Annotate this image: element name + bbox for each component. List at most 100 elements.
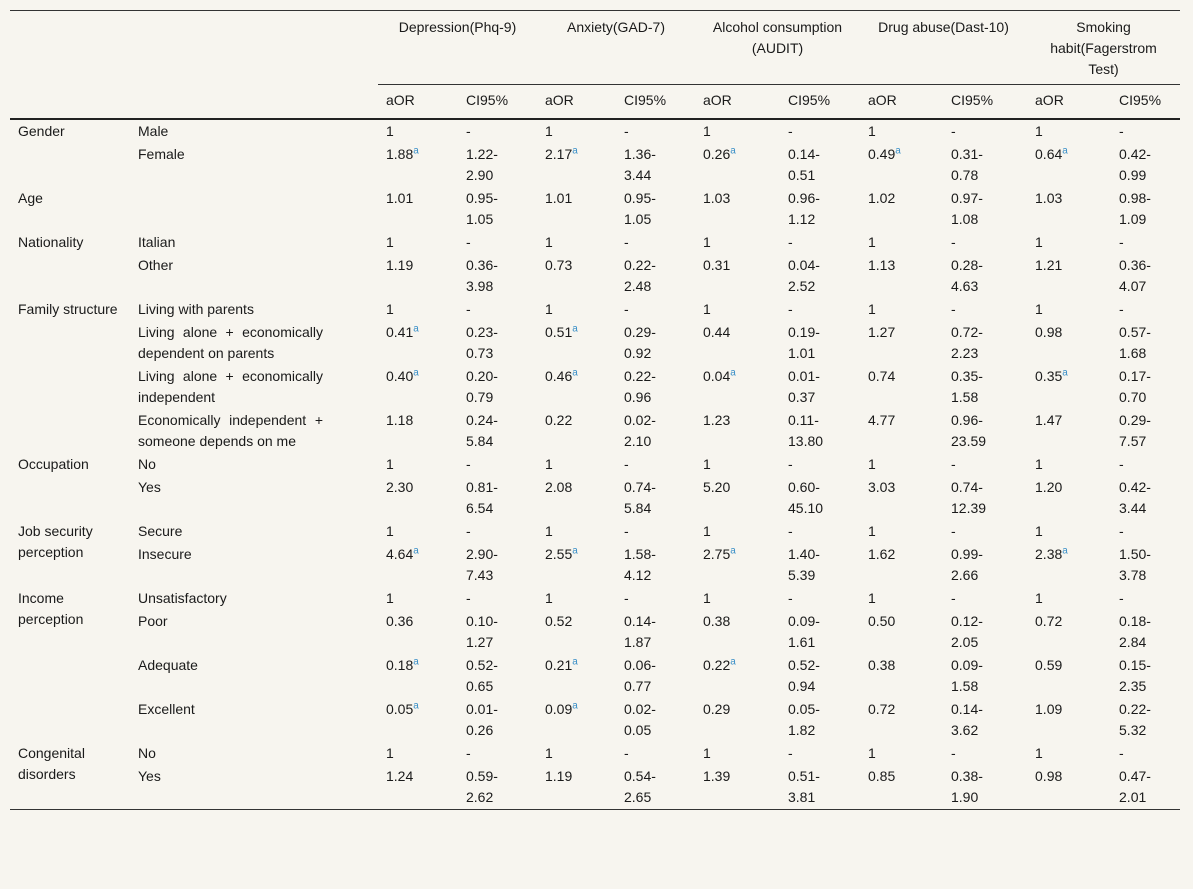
column-subheader: aOR: [860, 84, 943, 120]
significance-note: a: [730, 145, 736, 157]
table-row: Job security perception Secure 1 - 1 - 1 - 1 - 1 -: [10, 520, 1180, 560]
row-label-cell: Italian: [130, 231, 378, 254]
value-cell: 0.22: [537, 409, 616, 453]
confidence-interval: -: [788, 123, 793, 139]
value: 1.27: [868, 324, 896, 340]
value-cell: 1: [695, 298, 780, 321]
row-label: No: [138, 745, 156, 761]
confidence-interval: -: [788, 523, 793, 539]
value-cell: 1.22-2.90: [458, 143, 537, 187]
row-group: Job security perception: [18, 523, 93, 560]
confidence-interval: 1.50-3.78: [1119, 546, 1151, 583]
significance-note: a: [730, 545, 736, 557]
value: 1.01: [386, 190, 414, 206]
confidence-interval: -: [466, 234, 471, 250]
value: 0.50: [868, 613, 896, 629]
confidence-interval: 0.22-2.48: [624, 257, 656, 294]
subheader-row: aOR CI95% aOR CI95% aOR CI95% aOR CI95% aOR CI95%: [10, 84, 1181, 120]
significance-note: a: [413, 145, 419, 157]
confidence-interval: -: [624, 123, 629, 139]
value: 1: [1035, 301, 1043, 317]
value: 0.51: [545, 324, 573, 340]
row-label: Yes: [138, 479, 161, 495]
value-cell: 1.50-3.78: [1111, 543, 1180, 587]
confidence-interval: 0.81-6.54: [466, 479, 498, 516]
confidence-interval: 0.52-0.65: [466, 657, 498, 694]
value-cell: 1: [695, 520, 780, 543]
value-cell: -: [616, 587, 695, 610]
table-row: Nationality Italian 1 - 1 - 1 - 1 - 1 -: [10, 231, 1180, 254]
confidence-interval: 0.74-5.84: [624, 479, 656, 516]
confidence-interval: 1.40-5.39: [788, 546, 820, 583]
value-cell: 0.40a: [378, 365, 458, 409]
value: 0.31: [703, 257, 731, 273]
value-cell: 1: [537, 520, 616, 543]
value-cell: 0.29-0.92: [616, 321, 695, 365]
value-cell: 1: [378, 742, 458, 765]
row-label-cell: Adequate: [130, 654, 378, 698]
significance-note: a: [1062, 145, 1068, 157]
value-cell: 1.24: [378, 765, 458, 810]
confidence-interval: 1.22-2.90: [466, 146, 498, 183]
row-label: Excellent: [138, 701, 195, 717]
value: 1: [1035, 234, 1043, 250]
value: 1: [545, 123, 553, 139]
table-row: Female 1.88a 1.22-2.90 2.17a 1.36-3.44 0.26a 0…: [10, 143, 1180, 187]
value-cell: 0.72-2.23: [943, 321, 1027, 365]
table-row: Yes 1.24 0.59-2.62 1.19 0.54-2.65 1.39 0.51-3.…: [10, 765, 1180, 810]
row-group: Nationality: [18, 234, 84, 250]
value: 1.09: [1035, 701, 1063, 717]
value-cell: -: [1111, 119, 1180, 143]
value: 0.73: [545, 257, 573, 273]
value-cell: 1.62: [860, 543, 943, 587]
value-cell: 0.15-2.35: [1111, 654, 1180, 698]
value-cell: 1.01: [537, 187, 616, 231]
value-cell: 0.22-5.32: [1111, 698, 1180, 742]
value: 1: [545, 301, 553, 317]
confidence-interval: 0.54-2.65: [624, 768, 656, 805]
value-cell: 0.41a: [378, 321, 458, 365]
confidence-interval: 0.42-0.99: [1119, 146, 1151, 183]
value: 4.64: [386, 546, 414, 562]
value-cell: 1: [1027, 119, 1111, 143]
value-cell: 2.17a: [537, 143, 616, 187]
row-label: Female: [138, 146, 185, 162]
value: 0.98: [1035, 324, 1063, 340]
significance-note: a: [730, 656, 736, 668]
confidence-interval: -: [788, 590, 793, 606]
value-cell: 0.19-1.01: [780, 321, 860, 365]
value-cell: 0.52-0.65: [458, 654, 537, 698]
value-cell: 0.38: [695, 610, 780, 654]
table-row: Family structure Living with parents 1 - 1 - 1…: [10, 298, 1180, 321]
value-cell: 2.38a: [1027, 543, 1111, 587]
value-cell: -: [943, 231, 1027, 254]
value: 1: [703, 301, 711, 317]
value-cell: 1.40-5.39: [780, 543, 860, 587]
row-label-cell: Insecure: [130, 543, 378, 587]
row-label: Unsatisfactory: [138, 590, 227, 606]
value: 2.08: [545, 479, 573, 495]
value: 1.18: [386, 412, 414, 428]
value-cell: 1: [537, 453, 616, 476]
header-row: Depression(Phq-9) Anxiety(GAD-7) Alcohol c…: [10, 10, 1181, 85]
confidence-interval: -: [624, 745, 629, 761]
confidence-interval: -: [1119, 523, 1124, 539]
value-cell: 0.31-0.78: [943, 143, 1027, 187]
value-cell: 1.19: [537, 765, 616, 810]
row-label: No: [138, 456, 156, 472]
value-cell: 0.10-1.27: [458, 610, 537, 654]
row-label-cell: Unsatisfactory: [130, 587, 378, 610]
confidence-interval: 0.47-2.01: [1119, 768, 1151, 805]
value-cell: 1.01: [378, 187, 458, 231]
value-cell: 1: [1027, 453, 1111, 476]
value-cell: 0.38: [860, 654, 943, 698]
value-cell: 1.18: [378, 409, 458, 453]
value: 1: [703, 234, 711, 250]
value-cell: 1: [695, 742, 780, 765]
value-cell: 1: [537, 298, 616, 321]
confidence-interval: 0.60-45.10: [788, 479, 824, 516]
value-cell: -: [616, 453, 695, 476]
value: 0.85: [868, 768, 896, 784]
table-row: Excellent 0.05a 0.01-0.26 0.09a 0.02-0.05 0.2…: [10, 698, 1180, 742]
value-cell: -: [616, 119, 695, 143]
